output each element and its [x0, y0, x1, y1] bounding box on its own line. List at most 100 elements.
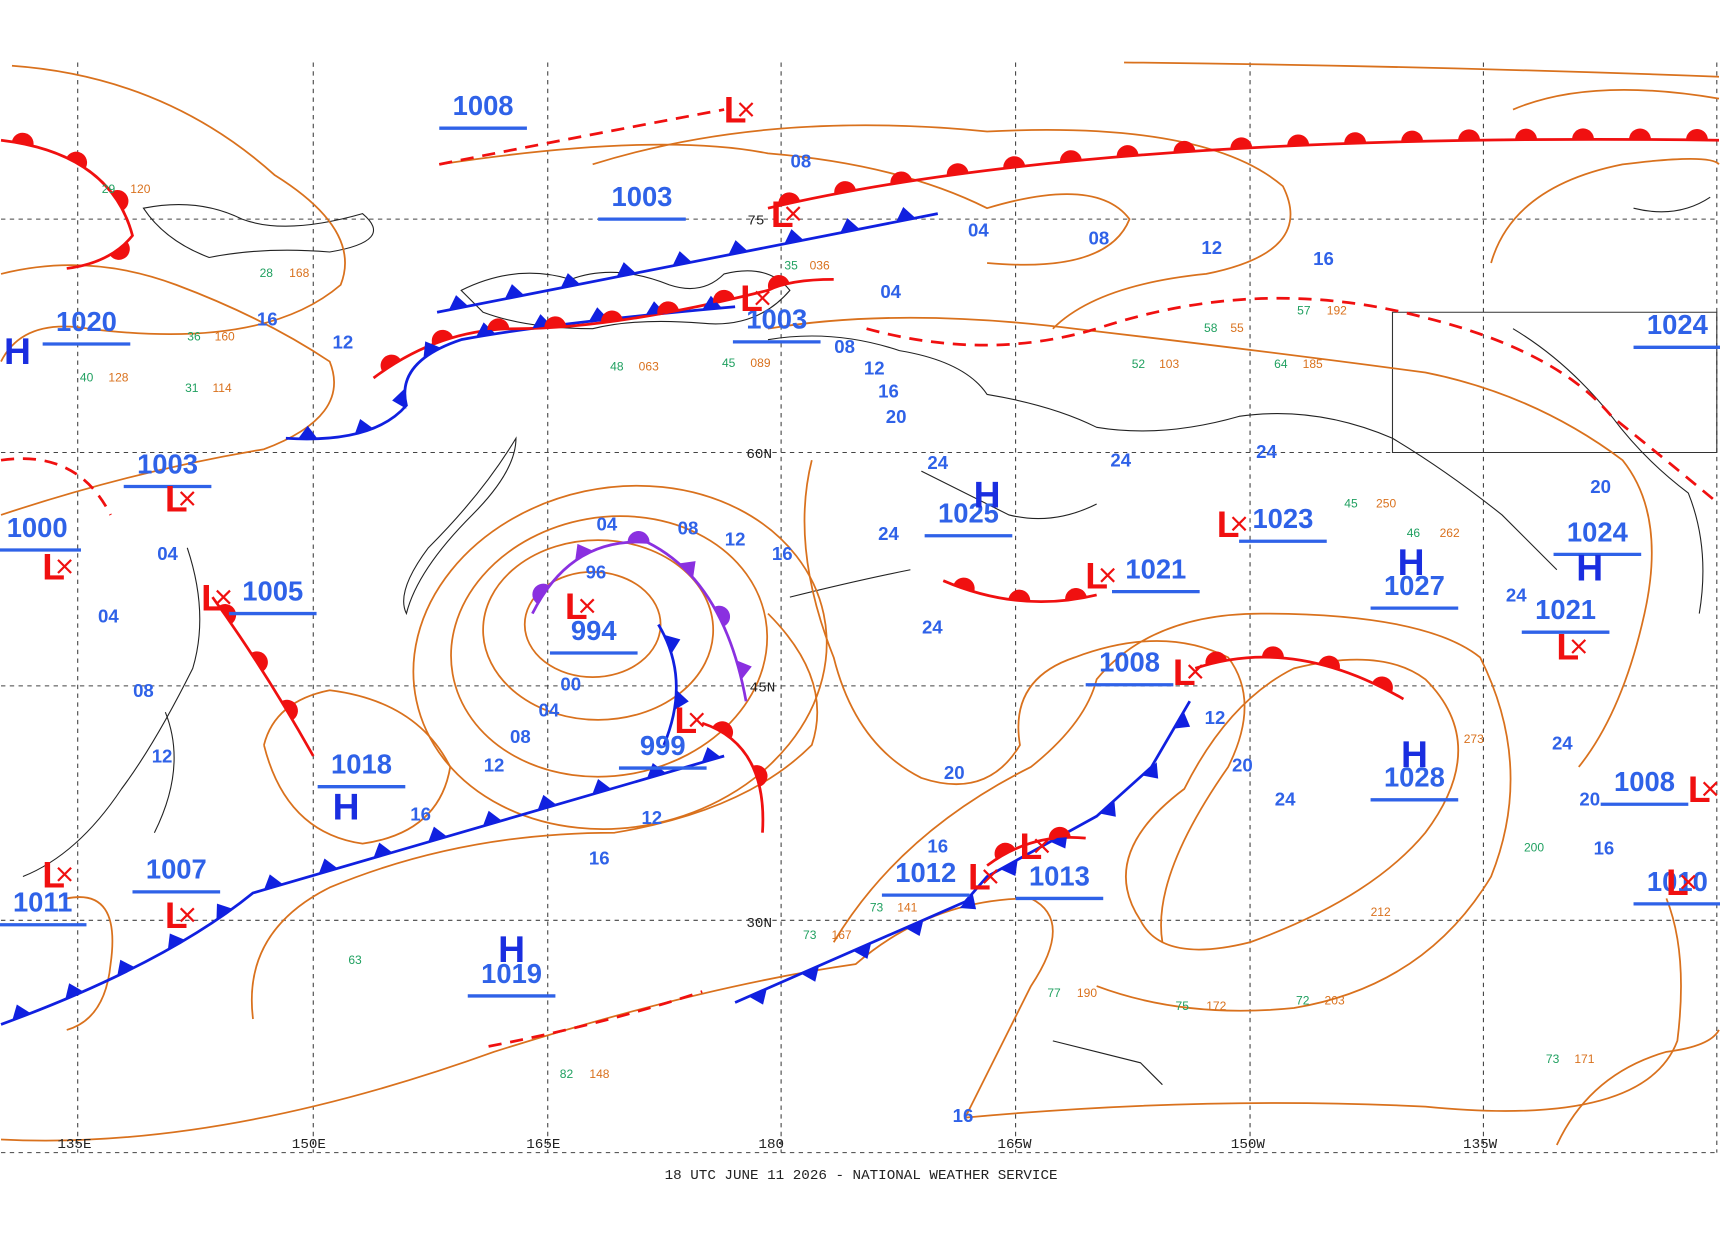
front-symbol [423, 341, 441, 358]
isobar-label: 16 [927, 835, 948, 856]
low-symbol: L [1173, 651, 1196, 693]
station-value: 114 [212, 381, 232, 395]
front-symbol [748, 988, 767, 1005]
front-symbol [250, 651, 268, 672]
pressure-label: 1008 [1099, 647, 1160, 678]
low-symbol: L [42, 853, 65, 895]
front-symbol [66, 151, 88, 169]
station-value: 141 [897, 901, 917, 915]
low-symbol: L [1085, 554, 1108, 596]
front-symbol [1142, 762, 1159, 779]
station-value: 28 [260, 266, 274, 280]
front-symbol [946, 163, 969, 176]
front-symbol [657, 301, 679, 315]
longitude-label: 135W [1463, 1137, 1498, 1153]
front-symbol [1686, 129, 1708, 141]
station-value: 40 [80, 370, 94, 384]
low-mark [738, 102, 754, 117]
front-symbol [431, 329, 454, 345]
isobar-label: 00 [560, 673, 581, 694]
low-symbol: L [968, 856, 991, 898]
pressure-label: 1024 [1567, 516, 1629, 547]
isobar-label: 12 [484, 754, 505, 775]
front-symbol [1572, 128, 1594, 140]
isobar-label: 24 [1110, 450, 1131, 471]
station-value: 82 [560, 1067, 574, 1081]
pressure-label: 994 [571, 615, 617, 646]
station-value: 273 [1464, 732, 1484, 746]
front-symbol [1515, 128, 1537, 140]
isobar-label: 16 [1313, 248, 1334, 269]
station-value: 31 [185, 381, 199, 395]
longitude-label: 135E [57, 1137, 91, 1153]
front-symbol [318, 858, 338, 874]
front-symbol [218, 604, 237, 624]
isobar-label: 24 [1552, 732, 1573, 753]
high-symbol: H [1401, 733, 1428, 775]
front-symbol [701, 747, 721, 763]
station-value: 73 [1546, 1052, 1560, 1066]
low-mark [1231, 516, 1247, 532]
front-symbol [1205, 651, 1228, 665]
station-value: 036 [810, 259, 830, 273]
pressure-label: 1025 [938, 498, 999, 529]
front-symbol [537, 794, 557, 811]
station-value: 75 [1176, 999, 1190, 1013]
low-symbol: L [165, 478, 188, 520]
pressure-label: 1003 [612, 181, 673, 212]
front-symbol [428, 826, 448, 843]
isobar-label: 04 [880, 281, 901, 302]
trough [0, 108, 1720, 1048]
isobar-label: 12 [725, 529, 746, 550]
low-symbol: L [165, 894, 188, 936]
station-value: 29 [102, 182, 116, 196]
front-symbol [702, 295, 722, 310]
front-symbol [679, 561, 696, 578]
front-symbol [713, 289, 735, 304]
longitude-label: 180 [758, 1137, 784, 1153]
front-symbol [575, 543, 593, 561]
front-symbol [532, 583, 550, 604]
pressure-label: 1008 [453, 90, 514, 121]
high-symbol: H [1398, 541, 1425, 583]
isobar-label: 12 [1205, 707, 1226, 728]
front-symbol [111, 190, 129, 211]
isobar-label: 96 [586, 562, 607, 583]
front-symbol [672, 251, 692, 266]
isobar-label: 12 [641, 807, 662, 828]
isobar-label: 24 [878, 523, 899, 544]
low-mark [179, 491, 195, 506]
isobar-label: 16 [878, 381, 899, 402]
low-mark [1034, 838, 1050, 854]
isobar-label: 16 [257, 308, 278, 329]
front-symbol [1008, 589, 1031, 602]
station-value: 089 [750, 356, 770, 370]
front-symbol [1458, 129, 1481, 141]
low-symbol: L [771, 193, 794, 235]
isobar-label: 20 [1590, 476, 1611, 497]
pressure-label: 999 [640, 730, 686, 761]
front-symbol [736, 660, 752, 680]
isobar-label: 24 [1506, 585, 1527, 606]
low-mark [57, 866, 72, 882]
low-symbol: L [1556, 626, 1579, 668]
front-symbol [216, 903, 233, 921]
station-value: 120 [130, 182, 150, 196]
front-symbol [1287, 134, 1310, 146]
station-value: 203 [1325, 994, 1345, 1008]
station-value: 212 [1371, 905, 1391, 919]
front-symbol [1059, 150, 1082, 163]
low-mark [983, 869, 998, 884]
station-value: 160 [215, 330, 235, 344]
front-symbol [476, 322, 496, 337]
isobar-label: 12 [1201, 237, 1222, 258]
front-symbol [896, 207, 916, 222]
latitude-label: 45N [750, 680, 776, 696]
station-value: 185 [1303, 357, 1323, 371]
high-symbol: H [1576, 547, 1603, 589]
front-symbol [994, 842, 1016, 859]
station-value: 200 [1524, 840, 1544, 854]
front-symbol [560, 273, 581, 288]
